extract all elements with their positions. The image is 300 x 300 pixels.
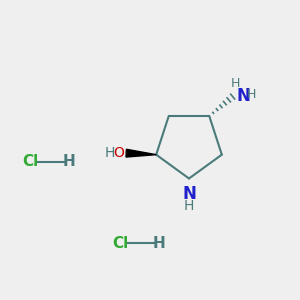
Text: N: N	[182, 185, 196, 203]
Polygon shape	[126, 149, 156, 157]
Text: Cl: Cl	[22, 154, 38, 169]
Text: H: H	[104, 146, 115, 160]
Text: O: O	[113, 146, 124, 160]
Text: Cl: Cl	[112, 236, 128, 250]
Text: H: H	[184, 199, 194, 212]
Text: N: N	[236, 87, 250, 105]
Text: H: H	[230, 77, 240, 91]
Text: H: H	[153, 236, 165, 250]
Text: H: H	[247, 88, 256, 101]
Text: H: H	[63, 154, 75, 169]
